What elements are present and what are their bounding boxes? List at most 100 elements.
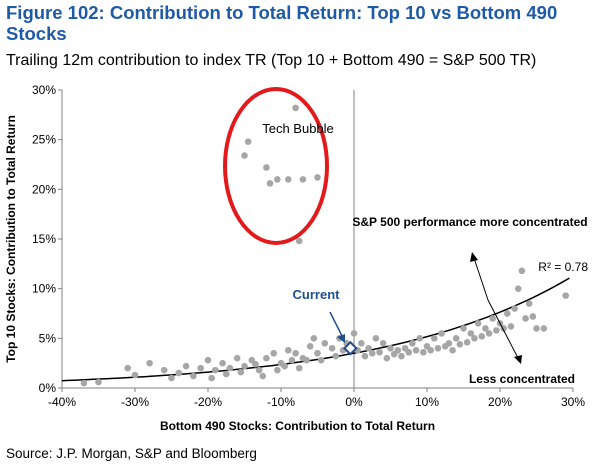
tech-bubble-point: [292, 104, 299, 112]
data-point: [131, 371, 139, 379]
data-point: [252, 360, 259, 368]
data-point: [237, 368, 245, 376]
x-tick-label: -10%: [267, 395, 295, 409]
data-point: [226, 364, 234, 372]
data-point: [514, 285, 522, 292]
tech-bubble-circle: [223, 87, 329, 245]
data-point: [358, 340, 365, 347]
r-squared-label: R² = 0.78: [538, 260, 588, 274]
data-point: [416, 335, 424, 342]
tech-bubble-point: [274, 176, 281, 183]
concentration-arrow-up-head: [470, 252, 478, 262]
less-concentrated-label: Less concentrated: [469, 372, 575, 386]
data-point: [285, 346, 292, 354]
data-point: [412, 346, 420, 354]
y-tick-label: 0%: [39, 381, 57, 395]
concentration-arrow-up: [473, 257, 489, 301]
data-point: [441, 342, 449, 350]
data-point: [434, 344, 442, 352]
data-point: [317, 356, 325, 364]
data-point: [562, 292, 569, 299]
data-point: [328, 344, 336, 352]
data-point: [522, 315, 529, 322]
data-point: [124, 364, 131, 372]
data-point: [485, 330, 493, 337]
y-tick-label: 15%: [32, 232, 56, 246]
tech-bubble-point: [295, 237, 303, 245]
data-point: [274, 366, 281, 374]
y-tick-label: 30%: [32, 83, 56, 97]
data-point: [420, 348, 427, 356]
data-point: [398, 352, 405, 360]
data-point: [511, 305, 518, 312]
data-point: [306, 342, 314, 350]
tech-bubble-point: [241, 152, 248, 159]
data-point: [449, 346, 456, 354]
data-point: [376, 348, 383, 356]
data-point: [405, 348, 413, 356]
data-point: [361, 352, 369, 360]
concentration-arrow-down-head: [514, 355, 522, 364]
x-tick-label: 30%: [561, 395, 585, 409]
data-point: [482, 325, 489, 332]
data-point: [146, 359, 153, 367]
y-tick-label: 20%: [32, 182, 56, 196]
data-point: [478, 333, 486, 340]
data-point: [365, 344, 372, 352]
data-point: [288, 356, 296, 364]
data-point: [212, 366, 219, 374]
current-point-marker: [342, 340, 358, 356]
y-tick-label: 5%: [39, 331, 57, 345]
annotation-layer: Tech Bubble Current R² = 0.78 S&P 500 pe…: [223, 87, 588, 386]
data-point: [456, 340, 464, 348]
data-point: [350, 330, 358, 337]
data-point: [321, 340, 329, 347]
x-tick-label: -30%: [121, 395, 149, 409]
data-point: [525, 300, 533, 307]
data-point: [387, 344, 394, 352]
trendline: [61, 277, 570, 382]
data-point: [263, 354, 270, 362]
tech-bubble-point: [263, 164, 270, 171]
data-point: [507, 323, 515, 330]
data-point: [463, 339, 471, 346]
data-point: [452, 335, 460, 342]
data-point: [233, 354, 241, 362]
data-point: [372, 335, 380, 342]
data-point: [303, 356, 310, 364]
data-point: [332, 352, 340, 360]
data-point: [460, 325, 467, 332]
x-tick-label: 10%: [415, 395, 439, 409]
data-point: [168, 374, 175, 382]
data-point: [409, 340, 416, 347]
data-point: [310, 335, 318, 342]
y-tick-label: 10%: [32, 282, 56, 296]
current-label: Current: [293, 287, 341, 302]
x-axis-title: Bottom 490 Stocks: Contribution to Total…: [160, 419, 435, 433]
data-point: [379, 340, 387, 347]
data-point: [222, 370, 230, 378]
data-point: [471, 335, 478, 342]
chart-axes: 0% 5% 10% 15% 20% 25% 30% -40% -30% -20% -10% 0% 10%…: [4, 83, 585, 433]
y-tick-label: 25%: [32, 133, 56, 147]
data-point: [208, 374, 215, 382]
data-point: [292, 349, 299, 357]
points-layer: [80, 104, 569, 387]
concentration-arrow-down: [487, 299, 519, 359]
current-arrow: [329, 311, 344, 339]
source-note: Source: J.P. Morgan, S&P and Bloomberg: [6, 446, 257, 461]
tech-bubble-point: [244, 138, 252, 145]
more-concentrated-label: S&P 500 performance more concentrated: [352, 215, 587, 229]
data-point: [383, 354, 391, 362]
tech-bubble-point: [299, 176, 307, 183]
data-point: [175, 369, 183, 377]
x-tick-label: 20%: [488, 395, 512, 409]
y-axis-title: Top 10 Stocks: Contribution to Total Ret…: [4, 115, 18, 363]
tech-bubble-point: [314, 174, 321, 181]
data-point: [160, 366, 168, 374]
current-arrow-head: [337, 334, 345, 343]
data-point: [241, 362, 248, 370]
data-point: [219, 359, 226, 367]
data-point: [314, 349, 321, 357]
